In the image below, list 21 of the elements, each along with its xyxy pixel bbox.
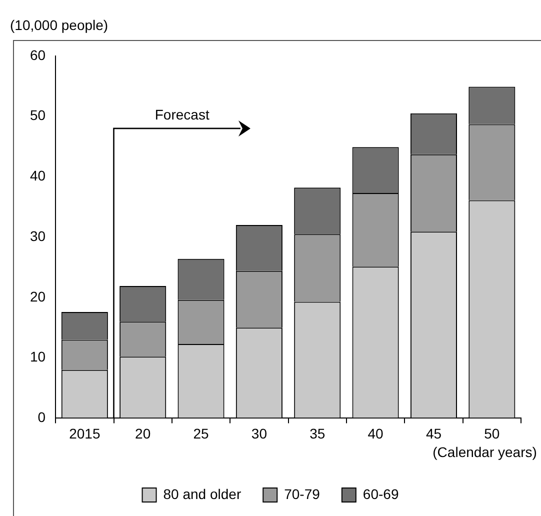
x-tick-label: 20 (135, 425, 151, 442)
annotation: Forecast (154, 106, 210, 122)
legend-label: 60-69 (362, 486, 399, 502)
legend-label: 80 and older (163, 486, 242, 502)
y-axis-title: (10,000 people) (10, 16, 108, 33)
x-axis-title: (Calendar years) (432, 444, 537, 460)
x-tick-label: 40 (368, 425, 384, 442)
x-tick-label: 45 (426, 425, 442, 442)
x-tick-label: 2015 (69, 425, 100, 442)
y-tick-label: 60 (30, 46, 46, 63)
x-tick-label: 30 (251, 425, 268, 442)
y-tick-label: 0 (38, 409, 46, 426)
y-tick-label: 40 (30, 168, 46, 184)
x-tick-label: 50 (484, 425, 500, 442)
legend-label: 70-79 (284, 486, 320, 502)
y-tick-label: 10 (30, 348, 46, 365)
y-tick-label: 30 (30, 228, 46, 244)
x-tick-label: 35 (310, 425, 326, 442)
y-tick-label: 20 (30, 288, 46, 304)
y-tick-label: 50 (30, 107, 46, 124)
x-tick-label: 25 (193, 425, 210, 442)
